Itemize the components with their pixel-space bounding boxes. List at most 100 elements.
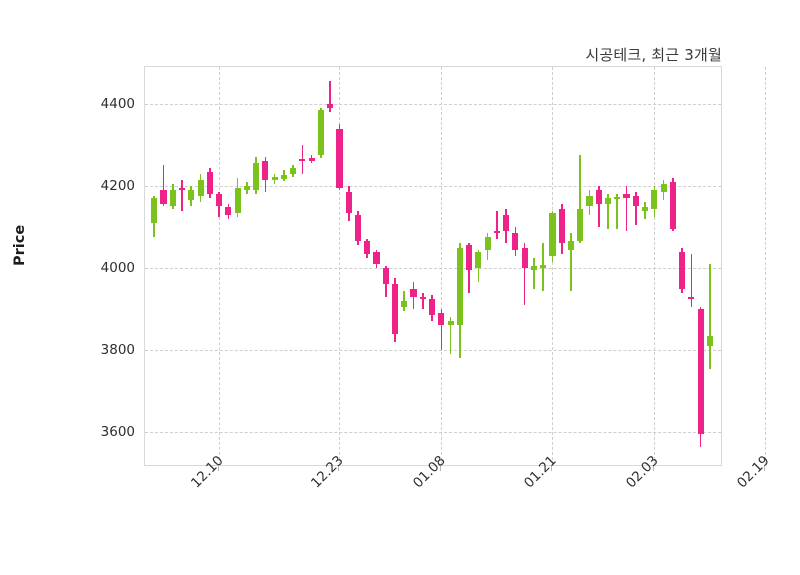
candle-wick — [616, 194, 619, 230]
candle-body — [262, 161, 269, 180]
y-axis-tick-labels: 3600 3800 4000 4200 4400 — [70, 66, 135, 466]
candlestick — [456, 67, 463, 465]
candlestick — [151, 67, 158, 465]
candle-body — [697, 309, 704, 435]
candlestick — [530, 67, 537, 465]
candlestick — [493, 67, 500, 465]
candlestick — [206, 67, 213, 465]
candle-body — [419, 296, 426, 299]
candlestick — [642, 67, 649, 465]
candle-wick — [496, 210, 498, 240]
candle-body — [623, 194, 630, 199]
candle-body — [577, 208, 584, 242]
x-tick-mark — [440, 466, 442, 471]
candle-wick — [523, 243, 526, 305]
candlestick — [558, 67, 565, 465]
candle-body — [642, 207, 649, 211]
candlestick — [327, 67, 334, 465]
candlestick — [623, 67, 630, 465]
candle-body — [706, 335, 713, 346]
x-tick-mark — [764, 466, 766, 471]
candlestick — [679, 67, 686, 465]
gridline-vertical — [654, 67, 656, 465]
candle-body — [382, 268, 389, 285]
candlestick — [262, 67, 269, 465]
chart-title: 시공테크, 최근 3개월 — [585, 46, 722, 64]
candlestick — [382, 67, 389, 465]
gridline-horizontal — [145, 103, 721, 105]
candlestick — [429, 67, 436, 465]
candle-body — [299, 159, 306, 161]
candlestick — [447, 67, 454, 465]
candle-wick — [162, 165, 165, 207]
candle-body — [401, 300, 408, 308]
candle-wick — [644, 202, 646, 219]
candlestick — [651, 67, 658, 465]
candle-body — [280, 174, 287, 179]
candlestick — [243, 67, 250, 465]
candle-body — [438, 313, 445, 326]
candle-body — [327, 103, 334, 109]
gridline-horizontal — [145, 268, 721, 270]
candle-body — [160, 190, 167, 205]
candle-wick — [607, 194, 609, 230]
candle-wick — [329, 81, 331, 113]
candlestick — [521, 67, 528, 465]
candle-body — [447, 321, 454, 326]
candlestick — [160, 67, 167, 465]
plot-area — [144, 66, 767, 466]
candle-body — [151, 198, 158, 223]
candle-wick — [449, 317, 452, 355]
candlestick — [466, 67, 473, 465]
candlestick — [660, 67, 667, 465]
candle-body — [169, 190, 176, 207]
candle-body — [178, 188, 186, 191]
candlestick — [595, 67, 602, 465]
candle-wick — [625, 185, 628, 232]
y-axis-label: Price — [12, 224, 28, 266]
candlestick — [540, 67, 547, 465]
candle-wick — [181, 179, 183, 211]
candlestick — [373, 67, 380, 465]
candle-body — [660, 183, 667, 193]
candlestick — [188, 67, 195, 465]
candlestick — [169, 67, 176, 465]
candlestick — [706, 67, 713, 465]
candlestick — [697, 67, 704, 465]
candlestick — [669, 67, 676, 465]
candlestick — [364, 67, 371, 465]
plot-inner — [145, 67, 767, 465]
y-tick-label: 4200 — [100, 177, 135, 194]
candle-body — [669, 181, 676, 230]
candlestick — [577, 67, 584, 465]
x-tick-label: 02.19 — [734, 452, 774, 492]
candle-body — [558, 208, 565, 244]
candle-body — [308, 158, 315, 161]
candle-body — [206, 171, 213, 195]
candle-wick — [634, 192, 637, 225]
candle-body — [512, 233, 519, 250]
gridline-horizontal — [145, 432, 721, 434]
candle-body — [484, 237, 491, 250]
x-tick-mark — [218, 466, 220, 471]
candlestick — [253, 67, 260, 465]
candle-body — [345, 192, 352, 213]
candlestick — [475, 67, 482, 465]
candle-body — [493, 231, 500, 234]
candle-body — [364, 241, 371, 254]
candle-body — [410, 288, 417, 297]
y-tick-label: 4400 — [100, 95, 135, 112]
candlestick — [614, 67, 621, 465]
candle-body — [604, 198, 612, 205]
candle-body — [688, 296, 695, 299]
candlestick — [308, 67, 315, 465]
candle-body — [271, 176, 278, 180]
candle-body — [317, 110, 324, 156]
gridline-vertical — [765, 67, 767, 465]
candlestick — [632, 67, 639, 465]
candle-body — [540, 264, 547, 269]
candle-body — [456, 247, 463, 326]
candle-body — [234, 188, 241, 213]
candle-wick — [597, 185, 600, 227]
